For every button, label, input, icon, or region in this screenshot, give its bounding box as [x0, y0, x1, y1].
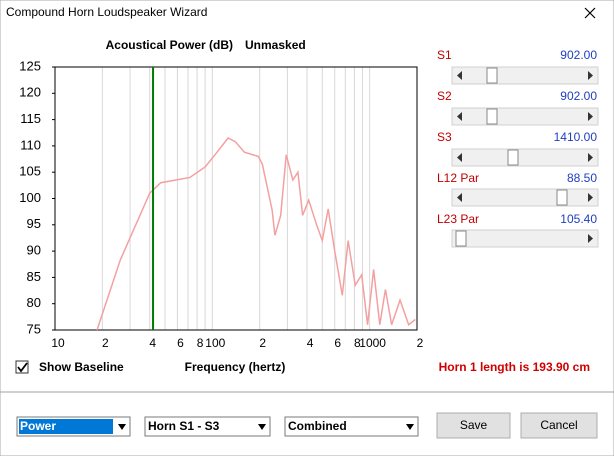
scrollbar[interactable]	[451, 107, 599, 126]
scroll-left-arrow[interactable]	[457, 112, 462, 121]
slider-value: 88.50	[567, 171, 597, 185]
scroll-right-arrow[interactable]	[588, 234, 593, 243]
x-tick-label: 6	[177, 336, 184, 350]
scroll-thumb[interactable]	[507, 149, 519, 166]
x-tick-label: 8	[354, 336, 361, 350]
dropdown-text[interactable]: Horn S1 - S3	[148, 419, 220, 433]
x-tick-label: 10	[51, 336, 65, 350]
scrollbar-track[interactable]	[451, 66, 599, 85]
y-tick-label: 85	[27, 269, 41, 284]
scrollbar[interactable]	[451, 148, 599, 167]
dropdown[interactable]: Power	[16, 416, 131, 437]
scroll-thumb[interactable]	[486, 67, 498, 84]
slider-name: S2	[437, 89, 452, 103]
dropdown-box[interactable]	[144, 416, 271, 437]
x-tick-label: 100	[205, 336, 225, 350]
y-tick-label: 100	[19, 190, 41, 205]
x-tick-label: 6	[334, 336, 341, 350]
scroll-right-arrow[interactable]	[588, 71, 593, 80]
dropdown-box[interactable]	[284, 416, 419, 437]
scroll-left-arrow[interactable]	[457, 193, 462, 202]
y-tick-label: 105	[19, 164, 41, 179]
scrollbar[interactable]	[451, 229, 599, 248]
slider-value: 902.00	[560, 48, 597, 62]
slider-value: 1410.00	[554, 130, 598, 144]
y-tick-label: 125	[19, 58, 41, 73]
checkbox-label[interactable]: Show Baseline	[39, 360, 124, 374]
slider-name: L12 Par	[437, 171, 479, 185]
x-tick-label: 2	[102, 336, 109, 350]
dropdown-text[interactable]: Combined	[288, 419, 347, 433]
x-tick-label: 4	[307, 336, 314, 350]
x-axis-label: Frequency (hertz)	[185, 360, 286, 374]
x-tick-label: 2	[259, 336, 266, 350]
slider-name: L23 Par	[437, 212, 479, 226]
dropdown-arrow[interactable]	[258, 424, 266, 430]
y-tick-label: 110	[20, 137, 41, 152]
dropdown[interactable]: Combined	[284, 416, 419, 437]
x-tick-label: 4	[149, 336, 156, 350]
scrollbar-track[interactable]	[451, 229, 599, 248]
scrollbar[interactable]	[451, 188, 599, 207]
plot-area	[55, 67, 417, 330]
slider-value: 902.00	[560, 89, 597, 103]
window-title: Compound Horn Loudspeaker Wizard	[6, 5, 207, 19]
scroll-left-arrow[interactable]	[457, 153, 462, 162]
scroll-right-arrow[interactable]	[588, 112, 593, 121]
x-tick-label: 1000	[359, 336, 386, 350]
x-tick-label: 2	[417, 336, 424, 350]
chart-mode: Unmasked	[245, 38, 306, 52]
y-tick-label: 80	[27, 295, 41, 310]
button-label[interactable]: Cancel	[540, 418, 577, 432]
y-tick-label: 90	[27, 243, 41, 258]
y-tick-label: 115	[20, 111, 41, 126]
scroll-thumb[interactable]	[455, 230, 467, 247]
dropdown-text[interactable]: Power	[20, 419, 56, 433]
chart-title: Acoustical Power (dB)	[106, 38, 233, 52]
scroll-right-arrow[interactable]	[588, 153, 593, 162]
scroll-left-arrow[interactable]	[457, 71, 462, 80]
checkmark	[17, 362, 28, 373]
button[interactable]: Save	[436, 412, 511, 439]
scrollbar-track[interactable]	[451, 188, 599, 207]
slider-name: S3	[437, 130, 452, 144]
y-tick-label: 75	[27, 321, 41, 336]
dropdown-selection	[19, 419, 113, 434]
checkbox-box[interactable]	[15, 360, 29, 374]
baseline-checkbox[interactable]: Show Baseline	[15, 360, 124, 374]
dropdown-arrow[interactable]	[406, 424, 414, 430]
scrollbar[interactable]	[451, 66, 599, 85]
horn-length: Horn 1 length is 193.90 cm	[439, 360, 590, 374]
slider-value: 105.40	[560, 212, 597, 226]
scroll-thumb[interactable]	[556, 189, 568, 206]
button-face[interactable]	[520, 412, 598, 439]
scroll-right-arrow[interactable]	[588, 193, 593, 202]
plot-frame	[54, 66, 418, 331]
y-tick-label: 95	[27, 216, 41, 231]
power-curve	[96, 137, 416, 331]
button-face[interactable]	[436, 412, 511, 439]
button-label[interactable]: Save	[460, 418, 488, 432]
slider-name: S1	[437, 48, 452, 62]
dropdown[interactable]: Horn S1 - S3	[144, 416, 271, 437]
button[interactable]: Cancel	[520, 412, 598, 439]
close-button[interactable]	[584, 7, 596, 19]
scrollbar-track[interactable]	[451, 148, 599, 167]
scroll-thumb[interactable]	[486, 108, 498, 125]
scrollbar-track[interactable]	[451, 107, 599, 126]
x-tick-label: 8	[197, 336, 204, 350]
y-tick-label: 120	[19, 85, 41, 100]
dropdown-arrow[interactable]	[118, 424, 126, 430]
